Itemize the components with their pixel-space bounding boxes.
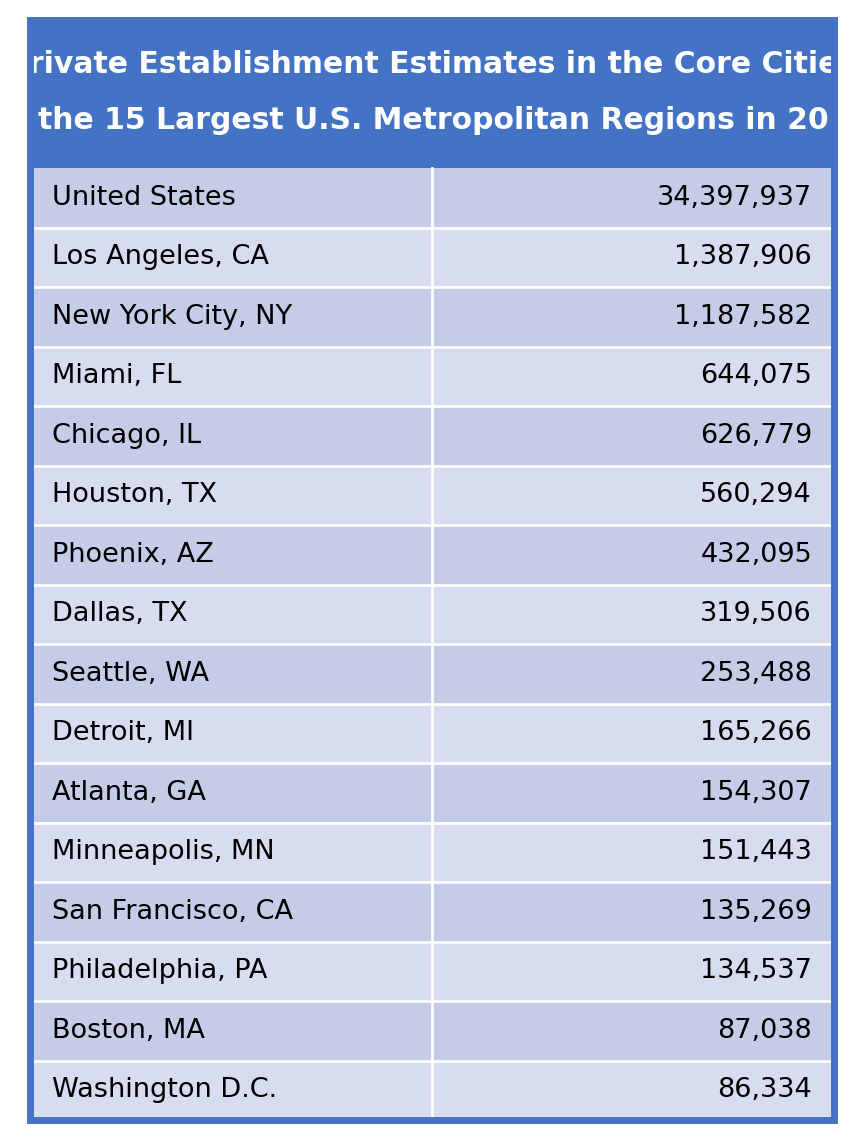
Bar — [30, 1060, 834, 1119]
Text: Private Establishment Estimates in the Core Cities: Private Establishment Estimates in the C… — [8, 50, 856, 79]
Text: Minneapolis, MN: Minneapolis, MN — [52, 839, 275, 865]
Text: Los Angeles, CA: Los Angeles, CA — [52, 244, 269, 270]
Text: United States: United States — [52, 185, 236, 211]
Text: 432,095: 432,095 — [700, 542, 812, 568]
Text: 87,038: 87,038 — [717, 1018, 812, 1044]
Text: 644,075: 644,075 — [700, 364, 812, 389]
Text: 134,537: 134,537 — [700, 959, 812, 984]
Text: 151,443: 151,443 — [700, 839, 812, 865]
Bar — [30, 644, 834, 703]
Bar — [30, 942, 834, 1001]
Text: Washington D.C.: Washington D.C. — [52, 1077, 277, 1104]
Text: Dallas, TX: Dallas, TX — [52, 601, 187, 627]
Text: 86,334: 86,334 — [717, 1077, 812, 1104]
Text: New York City, NY: New York City, NY — [52, 303, 292, 329]
Bar — [30, 347, 834, 406]
Text: 1,187,582: 1,187,582 — [674, 303, 812, 329]
Text: 154,307: 154,307 — [700, 780, 812, 806]
Text: Seattle, WA: Seattle, WA — [52, 661, 209, 686]
Bar — [30, 526, 834, 585]
Text: Houston, TX: Houston, TX — [52, 482, 217, 508]
Text: Boston, MA: Boston, MA — [52, 1018, 205, 1044]
Text: of the 15 Largest U.S. Metropolitan Regions in 2018: of the 15 Largest U.S. Metropolitan Regi… — [0, 106, 864, 136]
Bar — [30, 21, 834, 168]
Bar — [30, 822, 834, 882]
Text: 626,779: 626,779 — [700, 423, 812, 449]
Text: 253,488: 253,488 — [700, 661, 812, 686]
Text: Chicago, IL: Chicago, IL — [52, 423, 201, 449]
Bar — [30, 703, 834, 763]
Text: Atlanta, GA: Atlanta, GA — [52, 780, 206, 806]
Text: Detroit, MI: Detroit, MI — [52, 720, 194, 747]
Text: Phoenix, AZ: Phoenix, AZ — [52, 542, 214, 568]
Bar — [30, 228, 834, 287]
Bar — [30, 763, 834, 822]
Bar — [30, 406, 834, 465]
Bar — [30, 882, 834, 942]
Text: 560,294: 560,294 — [700, 482, 812, 508]
Text: 135,269: 135,269 — [700, 898, 812, 925]
Text: Miami, FL: Miami, FL — [52, 364, 181, 389]
Text: 34,397,937: 34,397,937 — [657, 185, 812, 211]
Bar — [30, 168, 834, 228]
Bar — [30, 465, 834, 526]
Text: 1,387,906: 1,387,906 — [674, 244, 812, 270]
Text: San Francisco, CA: San Francisco, CA — [52, 898, 293, 925]
Text: Philadelphia, PA: Philadelphia, PA — [52, 959, 267, 984]
Bar — [30, 1001, 834, 1060]
Text: 165,266: 165,266 — [700, 720, 812, 747]
Bar — [30, 585, 834, 644]
Text: 319,506: 319,506 — [700, 601, 812, 627]
Bar — [30, 287, 834, 347]
